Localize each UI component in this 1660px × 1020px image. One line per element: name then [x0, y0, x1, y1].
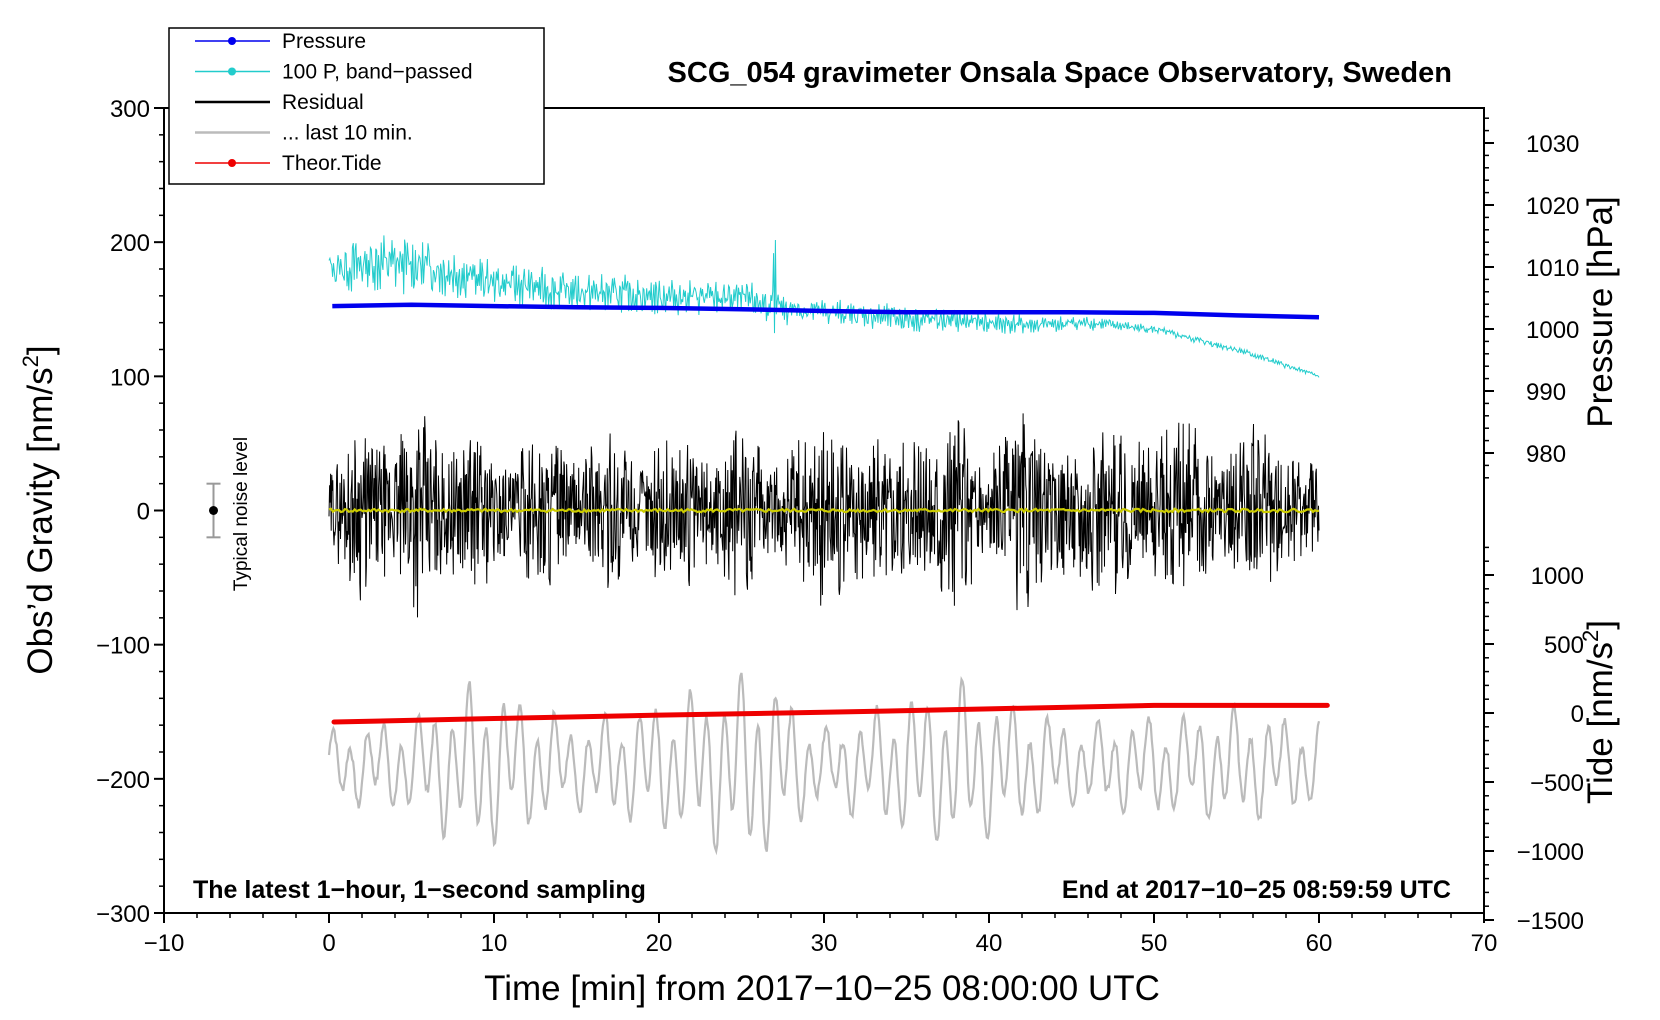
- x-axis-label: Time [min] from 2017−10−25 08:00:00 UTC: [484, 969, 1160, 1008]
- y-tick-label: 300: [110, 96, 150, 123]
- pressure-tick-label: 1020: [1526, 193, 1579, 220]
- legend-item: ... last 10 min.: [195, 122, 413, 145]
- pressure-tick-label: 980: [1526, 441, 1566, 468]
- x-tick-label: 30: [811, 930, 838, 957]
- legend-item: Residual: [195, 91, 364, 114]
- legend: Pressure 100 P, band−passed Residual ... la…: [168, 27, 545, 185]
- x-tick-label: 50: [1141, 930, 1168, 957]
- x-tick-label: 60: [1306, 930, 1333, 957]
- legend-label: ... last 10 min.: [282, 122, 413, 145]
- y-tick-label: 200: [110, 230, 150, 257]
- x-tick-label: 10: [481, 930, 508, 957]
- series-last-10-min: [327, 672, 1321, 856]
- pressure-tick-label: 1010: [1526, 255, 1579, 282]
- tide-tick-label: 500: [1544, 632, 1584, 659]
- y-tick-label: 100: [110, 364, 150, 391]
- tide-tick-label: −1500: [1517, 908, 1584, 935]
- legend-swatch-marker: [228, 37, 236, 45]
- y-tick-label: −300: [96, 901, 150, 928]
- y-axis-label-tide-sup: 2: [1578, 630, 1603, 642]
- noise-level-indicator: Typical noise level: [206, 437, 252, 591]
- x-tick-label: 0: [322, 930, 335, 957]
- y-tick-label: −100: [96, 633, 150, 660]
- ticks-layer: −10 0 10 20 30 40 50 60 70−300−200−1000100200300…: [96, 96, 1584, 957]
- tide-tick-label: 0: [1571, 701, 1584, 728]
- legend-swatch-marker: [228, 67, 236, 76]
- legend-label: Residual: [282, 91, 364, 114]
- y-tick-label: −200: [96, 767, 150, 794]
- y-axis-label-tide-close: ]: [1581, 620, 1620, 630]
- pressure-tick-label: 990: [1526, 379, 1566, 406]
- legend-label: 100 P, band−passed: [282, 61, 473, 84]
- x-tick-label: 40: [976, 930, 1003, 957]
- pressure-tick-label: 1000: [1526, 317, 1579, 344]
- series-pressure: [332, 302, 1320, 320]
- annotation-sampling: The latest 1−hour, 1−second sampling: [193, 876, 646, 904]
- legend-item: Pressure: [195, 30, 366, 53]
- series-layer: [327, 235, 1330, 856]
- x-tick-label: −10: [144, 930, 185, 957]
- x-tick-label: 20: [646, 930, 673, 957]
- legend-box: [168, 27, 545, 185]
- pressure-tick-label: 1030: [1526, 131, 1579, 158]
- tide-tick-label: −500: [1530, 770, 1584, 797]
- legend-swatch-marker: [228, 159, 236, 167]
- noise-level-dot: [209, 506, 218, 515]
- tide-tick-label: −1000: [1517, 839, 1584, 866]
- series-theoretical-tide: [331, 702, 1330, 725]
- legend-item: Theor.Tide: [195, 152, 382, 175]
- tide-tick-label: 1000: [1531, 563, 1584, 590]
- series-residual: [328, 413, 1320, 618]
- series-pressure-band-passed: [328, 235, 1320, 378]
- y-axis-label-gravity: Obs’d Gravity [nm/s2]: [18, 345, 60, 674]
- legend-item: 100 P, band−passed: [195, 61, 473, 84]
- y-tick-label: 0: [137, 499, 150, 526]
- noise-level-label: Typical noise level: [231, 437, 252, 591]
- legend-label: Theor.Tide: [282, 152, 382, 175]
- y-axis-label-tide-text: Tide [nm/s: [1581, 642, 1620, 804]
- y-axis-label-pressure: Pressure [hPa]: [1581, 196, 1620, 428]
- y-axis-label-gravity-text: Obs’d Gravity [nm/s: [21, 367, 60, 674]
- x-tick-label: 70: [1471, 930, 1498, 957]
- annotation-end-time: End at 2017−10−25 08:59:59 UTC: [1062, 876, 1451, 904]
- legend-label: Pressure: [282, 30, 366, 53]
- y-axis-label-tide: Tide [nm/s2]: [1578, 620, 1620, 804]
- series-residual-smoothed: [328, 507, 1320, 514]
- y-axis-label-gravity-sup: 2: [18, 355, 43, 367]
- chart-title: SCG_054 gravimeter Onsala Space Observat…: [668, 57, 1452, 89]
- y-axis-label-gravity-close: ]: [21, 345, 60, 355]
